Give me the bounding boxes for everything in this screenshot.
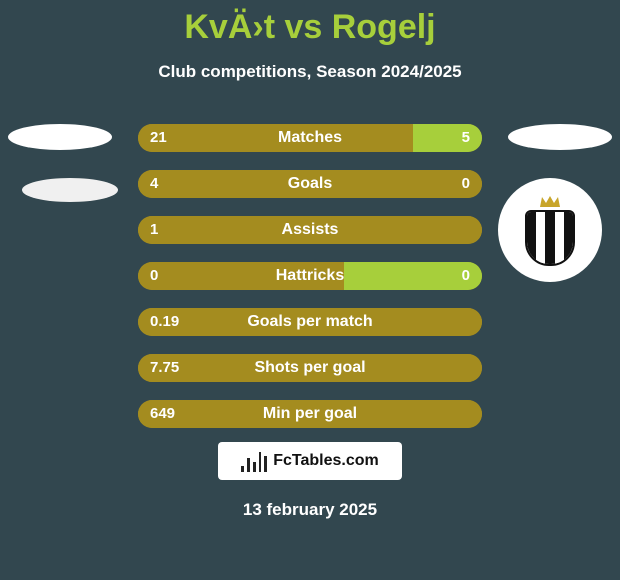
logo-bar (241, 466, 244, 472)
stat-bar-left (138, 124, 413, 152)
shield-stripe (545, 212, 554, 264)
stat-bar-left (138, 216, 482, 244)
logo-text: FcTables.com (273, 452, 379, 470)
subtitle: Club competitions, Season 2024/2025 (0, 62, 620, 82)
comparison-infographic: KvÄ›t vs Rogelj Club competitions, Seaso… (0, 0, 620, 580)
stat-row: Hattricks00 (138, 262, 482, 290)
stat-row: Matches215 (138, 124, 482, 152)
stat-bar-right (413, 124, 482, 152)
logo-bar (259, 452, 262, 472)
stat-row: Assists1 (138, 216, 482, 244)
fctables-logo: FcTables.com (218, 442, 402, 480)
shield-icon (525, 210, 575, 266)
barchart-icon (241, 450, 267, 472)
player-left-ellipse-1 (8, 124, 112, 150)
club-crest (498, 178, 602, 282)
shield-stripe (555, 212, 564, 264)
shield-stripe (564, 212, 573, 264)
player-left-ellipse-2 (22, 178, 118, 202)
stat-bar-left (138, 170, 482, 198)
page-title: KvÄ›t vs Rogelj (0, 8, 620, 47)
logo-bar (253, 462, 256, 472)
stat-bars: Matches215 Goals40 Assists1 Hattricks00 Goal… (138, 124, 482, 446)
stat-bar-right (344, 262, 482, 290)
logo-bar (264, 456, 267, 472)
stat-row: Goals40 (138, 170, 482, 198)
logo-bar (247, 458, 250, 472)
generated-date: 13 february 2025 (0, 500, 620, 520)
stat-bar-left (138, 354, 482, 382)
shield-stripe (527, 212, 536, 264)
stat-row: Goals per match0.19 (138, 308, 482, 336)
stat-bar-left (138, 400, 482, 428)
stat-row: Shots per goal7.75 (138, 354, 482, 382)
crown-icon (538, 194, 562, 208)
stat-bar-left (138, 308, 482, 336)
stat-bar-left (138, 262, 344, 290)
shield-stripe (536, 212, 545, 264)
player-right-ellipse (508, 124, 612, 150)
stat-row: Min per goal649 (138, 400, 482, 428)
